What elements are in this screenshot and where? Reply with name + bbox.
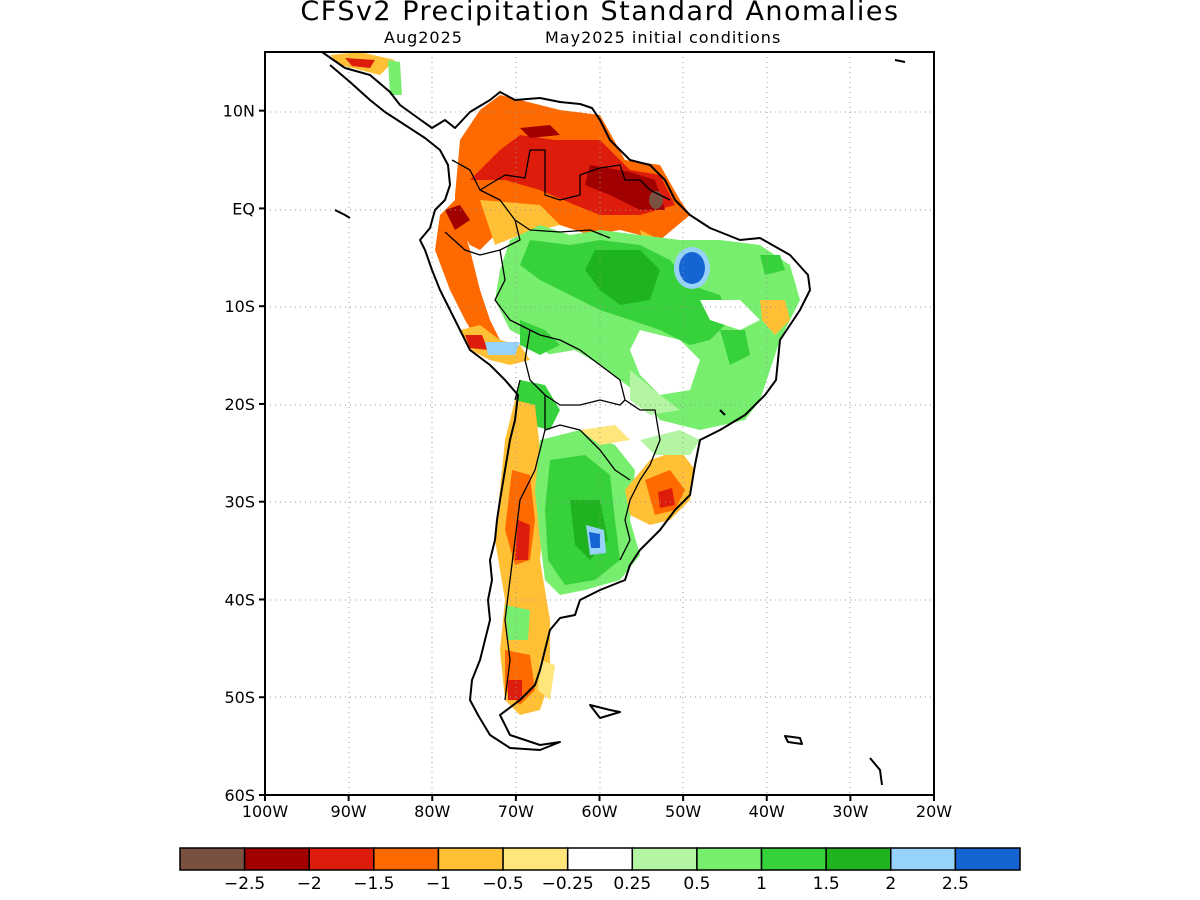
colorbar-swatch — [437, 847, 504, 871]
colorbar-label: 0.25 — [613, 874, 651, 894]
colorbar-swatch — [760, 847, 827, 871]
lon-tick-label: 30W — [832, 802, 868, 821]
colorbar-label: 1 — [756, 874, 767, 894]
lat-tick-label: 60S — [224, 786, 255, 805]
coastline — [321, 52, 906, 786]
colorbar-label: −2.5 — [224, 874, 265, 894]
colorbar-swatch — [566, 847, 634, 871]
map-title: CFSv2 Precipitation Standard Anomalies — [300, 0, 900, 27]
colorbar-swatch — [373, 847, 440, 871]
lat-tick-label: 20S — [224, 395, 255, 414]
lon-tick-label: 80W — [414, 802, 450, 821]
colorbar-label: −1 — [426, 874, 451, 894]
lat-tick-label: 50S — [224, 688, 255, 707]
colorbar-label: 2 — [885, 874, 896, 894]
colorbar-label: 2.5 — [942, 874, 969, 894]
lon-tick-label: 60W — [581, 802, 617, 821]
lon-tick-label: 50W — [665, 802, 701, 821]
colorbar-swatch — [890, 847, 957, 871]
colorbar-label: 1.5 — [813, 874, 840, 894]
country-borders — [444, 149, 671, 701]
colorbar-label: −0.25 — [542, 874, 594, 894]
lon-tick-label: 40W — [749, 802, 785, 821]
lon-tick-label: 20W — [916, 802, 952, 821]
valid-month-subtitle: Aug2025 — [384, 28, 463, 47]
lon-tick-label: 70W — [498, 802, 534, 821]
lon-tick-label: 100W — [242, 802, 289, 821]
longitude-axis: 100W 90W 80W 70W 60W 50W 40W 30W 20W — [242, 795, 952, 821]
colorbar-swatch — [308, 847, 375, 871]
colorbar-swatch — [243, 847, 310, 871]
colorbar-swatch — [825, 847, 892, 871]
lat-tick-label: 30S — [224, 493, 255, 512]
lat-tick-label: 10S — [224, 297, 255, 316]
colorbar-swatch — [696, 847, 763, 871]
colorbar: −2.5 −2 −1.5 −1 −0.5 −0.25 0.25 0.5 1 1.5 2 2.5 — [179, 847, 1021, 894]
latitude-axis: 10N EQ 10S 20S 30S 40S 50S 60S — [223, 102, 265, 805]
anomaly-shading — [330, 52, 800, 715]
lat-tick-label: EQ — [232, 199, 255, 218]
colorbar-swatch — [502, 847, 569, 871]
colorbar-label: −1.5 — [353, 874, 394, 894]
colorbar-swatch — [179, 847, 246, 871]
lon-tick-label: 90W — [331, 802, 367, 821]
colorbar-label: −0.5 — [482, 874, 523, 894]
initial-conditions-subtitle: May2025 initial conditions — [545, 28, 782, 47]
colorbar-label: 0.5 — [683, 874, 710, 894]
colorbar-label: −2 — [297, 874, 322, 894]
lat-tick-label: 40S — [224, 590, 255, 609]
lat-tick-label: 10N — [223, 102, 255, 121]
colorbar-swatch — [954, 847, 1021, 871]
colorbar-swatch — [631, 847, 698, 871]
